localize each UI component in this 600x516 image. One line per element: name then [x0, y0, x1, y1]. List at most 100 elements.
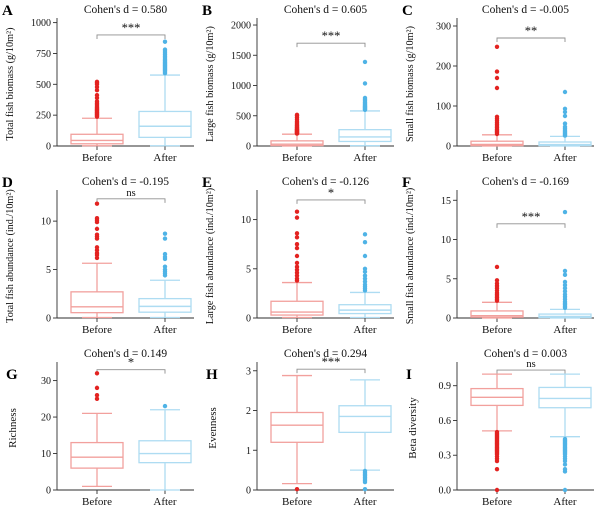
y-axis-tick-label: 0 [46, 486, 51, 497]
y-axis-tick-label: 15 [441, 196, 451, 207]
outlier-point [94, 371, 100, 376]
y-axis-tick-label: 10 [41, 217, 51, 228]
y-axis-title: Beta diversity [407, 397, 419, 459]
significance-label: * [128, 356, 134, 370]
outlier-point [494, 264, 500, 270]
outlier-point [94, 79, 100, 85]
panel-h: H Cohen's d = 0.294 *** 0 1 2 3 Evenness Before A… [200, 344, 400, 516]
outlier-point [562, 487, 568, 493]
panel-letter-g: G [6, 367, 18, 383]
panel-a-plot: Cohen's d = 0.580 *** 0 250 500 750 1000 Total … [5, 4, 194, 164]
significance-bracket [96, 198, 166, 203]
panel-b: B Cohen's d = 0.605 *** 0 500 1000 1500 2000 Lar… [200, 0, 400, 172]
boxplot-before [470, 373, 524, 493]
y-axis-tick-label: 750 [36, 49, 51, 60]
y-axis-tick-label: 5 [446, 274, 451, 285]
outlier-point [294, 112, 300, 118]
outlier-point [94, 385, 100, 391]
outlier-point [362, 95, 368, 101]
y-axis-tick-label: 250 [36, 111, 51, 122]
outlier-point [294, 264, 300, 270]
significance-bracket [96, 34, 166, 39]
y-axis-tick-label: 0.9 [439, 381, 452, 392]
outlier-point [94, 232, 100, 237]
y-axis-tick-label: 500 [36, 80, 51, 91]
boxplot-before [270, 374, 324, 492]
x-axis-tick-label: Before [282, 496, 312, 508]
y-axis-tick-label: 10 [441, 235, 451, 246]
outlier-point [94, 88, 100, 93]
boxplot-after [338, 59, 392, 147]
outlier-point [362, 81, 368, 86]
panel-letter-i: I [406, 367, 412, 383]
panel-letter-a: A [2, 3, 13, 19]
boxplot-after [538, 209, 592, 319]
significance-label: *** [322, 355, 341, 369]
outlier-point [362, 468, 368, 474]
x-axis-tick-label: After [153, 496, 177, 508]
outlier-point [294, 260, 300, 266]
boxplot-after [338, 379, 392, 492]
boxplot-before [470, 44, 524, 147]
outlier-point [562, 272, 568, 278]
y-axis-tick-label: 1500 [231, 51, 251, 62]
outlier-point [162, 251, 168, 257]
y-axis-tick-label: 20 [41, 413, 51, 424]
y-axis-title: Richness [7, 408, 19, 448]
boxplot-before [70, 371, 124, 488]
outlier-point [562, 285, 568, 291]
outlier-point [162, 39, 168, 44]
panel-letter-e: E [202, 175, 213, 191]
panel-f-plot: Cohen's d = -0.169 *** 0 5 10 15 Small fish ab… [405, 176, 594, 336]
outlier-point [494, 85, 500, 91]
significance-label: *** [322, 29, 341, 43]
y-axis-tick-label: 1000 [231, 81, 251, 92]
y-axis-title: Total fish abundance (ind./10m²) [5, 189, 16, 323]
outlier-point [562, 109, 568, 115]
outlier-point [562, 268, 568, 274]
y-axis-tick-label: 0 [446, 142, 451, 153]
y-axis-tick-label: 100 [436, 102, 451, 113]
outlier-point [494, 281, 500, 286]
significance-label: ns [126, 188, 135, 199]
significance-bracket [96, 369, 166, 374]
outlier-point [94, 92, 100, 98]
significance-bracket [296, 368, 366, 374]
outlier-point [362, 59, 368, 65]
outlier-point [494, 466, 500, 472]
y-axis-tick-label: 200 [436, 62, 451, 73]
outlier-point [162, 403, 168, 409]
panel-a: A Cohen's d = 0.580 *** 0 250 500 750 1000 Total… [0, 0, 200, 172]
boxplot-before [70, 201, 124, 319]
y-axis-tick-label: 0 [246, 314, 251, 325]
outlier-point [94, 226, 100, 232]
y-axis-title: Total fish biomass (g/10m²) [5, 28, 16, 141]
y-axis-tick-label: 0.0 [439, 486, 452, 497]
outlier-point [94, 245, 100, 250]
outlier-point [494, 429, 500, 435]
y-axis-tick-label: 10 [241, 215, 251, 226]
significance-bracket [496, 223, 566, 228]
x-axis-tick-label: After [353, 324, 377, 336]
panel-h-plot: Cohen's d = 0.294*** 0 1 2 3 Evenness Before Af… [207, 348, 394, 508]
outlier-point [494, 487, 500, 493]
outlier-point [562, 279, 568, 285]
box-iqr [338, 405, 392, 434]
outlier-point [294, 245, 300, 251]
outlier-point [94, 216, 100, 221]
panel-title: Cohen's d = -0.195 [82, 176, 169, 188]
y-axis-tick-label: 0 [446, 314, 451, 325]
box-iqr [338, 129, 392, 143]
panel-title: Cohen's d = -0.126 [282, 176, 369, 188]
box-iqr [270, 140, 324, 147]
x-axis-tick-label: After [153, 152, 177, 164]
outlier-point [294, 241, 300, 247]
outlier-point [562, 124, 568, 129]
outlier-point [562, 209, 568, 215]
y-axis-title: Large fish abundance (ind./10m²) [205, 188, 216, 324]
significance-bracket [296, 199, 366, 204]
box-iqr [138, 297, 192, 313]
x-axis-tick-label: Before [482, 152, 512, 164]
x-axis-tick-label: After [553, 496, 577, 508]
